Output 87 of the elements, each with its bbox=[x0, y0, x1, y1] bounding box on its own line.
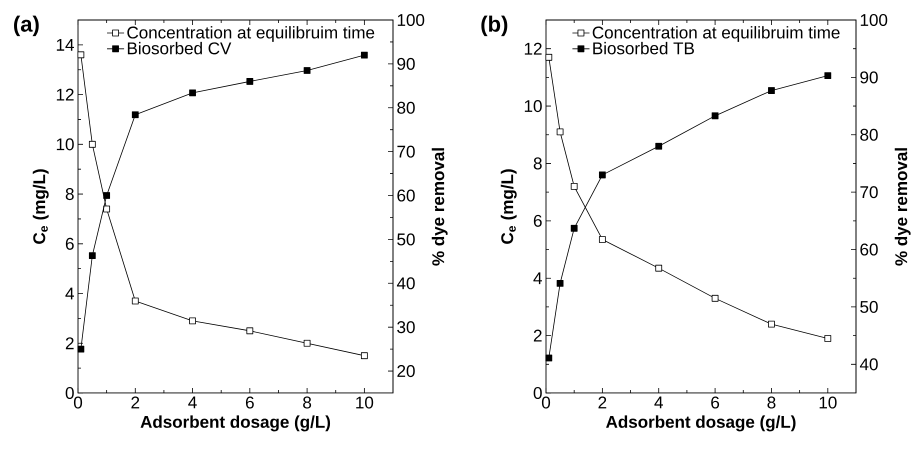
y-tick-label: 10 bbox=[524, 100, 542, 112]
point bbox=[189, 89, 196, 96]
point bbox=[360, 52, 368, 59]
point bbox=[304, 340, 310, 347]
point bbox=[360, 352, 368, 360]
legend-label: Concentration at equilibruim time bbox=[127, 26, 374, 42]
y2-tick-label: 20 bbox=[397, 365, 415, 378]
point bbox=[189, 317, 196, 324]
y2-tick-label: 100 bbox=[860, 14, 888, 26]
x-tick-label: 6 bbox=[711, 396, 720, 409]
point bbox=[77, 346, 84, 353]
y2-tick-label: 60 bbox=[397, 190, 415, 202]
x-tick-label: 8 bbox=[303, 396, 312, 409]
x-tick-label: 10 bbox=[820, 396, 837, 409]
x-tick-label: 2 bbox=[131, 396, 140, 408]
y-axis-title: C$_{e}$ (mg/L) bbox=[32, 169, 49, 244]
y-tick-label: 4 bbox=[65, 288, 74, 300]
point bbox=[655, 264, 662, 272]
y2-tick-label: 30 bbox=[397, 321, 415, 334]
point bbox=[556, 280, 564, 287]
x-tick-label: 2 bbox=[598, 396, 606, 408]
y2-tick-label: 80 bbox=[860, 128, 878, 141]
y-tick-label: 8 bbox=[66, 188, 74, 200]
point bbox=[824, 72, 832, 80]
legend-label: Biosorbed CV bbox=[128, 42, 232, 54]
y-tick-label: 6 bbox=[534, 214, 542, 227]
y2-tick-label: 90 bbox=[397, 58, 415, 70]
y-tick-label: 4 bbox=[533, 272, 542, 284]
x-axis-title: Adsorbent dosage (g/L) bbox=[606, 415, 796, 432]
point bbox=[712, 294, 718, 302]
point bbox=[570, 224, 578, 232]
point bbox=[88, 252, 96, 260]
point bbox=[545, 54, 552, 61]
y-tick-label: 2 bbox=[534, 330, 542, 342]
point bbox=[545, 354, 552, 362]
chart-title: (b) bbox=[481, 16, 508, 36]
y2-tick-label: 40 bbox=[396, 277, 415, 290]
point bbox=[304, 67, 310, 74]
point bbox=[655, 142, 662, 150]
y-tick-label: 14 bbox=[56, 39, 74, 51]
y2-tick-label: 70 bbox=[860, 186, 878, 198]
y2-tick-label: 50 bbox=[860, 300, 878, 313]
point bbox=[598, 236, 606, 243]
point bbox=[768, 87, 775, 94]
x-tick-label: 4 bbox=[654, 396, 663, 408]
legend-label: Biosorbed TB bbox=[593, 42, 694, 54]
point bbox=[246, 78, 254, 85]
point bbox=[598, 172, 606, 178]
y2-tick-label: 80 bbox=[397, 102, 415, 114]
point bbox=[88, 140, 96, 148]
chart-title: (a) bbox=[14, 16, 39, 36]
point bbox=[103, 206, 110, 212]
y-axis-title: C$_{e}$ (mg/L) bbox=[500, 169, 517, 244]
point bbox=[132, 111, 139, 118]
y2-tick-label: 90 bbox=[860, 71, 878, 84]
y2-axis-title: % dye removal bbox=[894, 148, 911, 266]
y-tick-label: 8 bbox=[534, 157, 542, 170]
y-tick-label: 12 bbox=[524, 42, 542, 55]
x-axis-title: Adsorbent dosage (g/L) bbox=[140, 415, 330, 432]
y2-tick-label: 70 bbox=[397, 146, 415, 158]
y-tick-label: 12 bbox=[56, 88, 74, 101]
point bbox=[132, 298, 139, 304]
point bbox=[570, 183, 578, 190]
point bbox=[556, 128, 564, 136]
point bbox=[824, 335, 832, 342]
point bbox=[768, 320, 775, 328]
y-tick-label: 0 bbox=[66, 386, 74, 400]
y2-tick-label: 60 bbox=[860, 244, 878, 256]
point bbox=[103, 192, 110, 199]
point bbox=[712, 112, 718, 120]
y2-tick-label: 50 bbox=[397, 233, 415, 246]
y2-axis-title: % dye removal bbox=[432, 148, 448, 266]
point bbox=[77, 51, 84, 58]
x-tick-label: 4 bbox=[188, 396, 197, 408]
x-tick-label: 8 bbox=[767, 396, 776, 409]
x-tick-label: 0 bbox=[74, 396, 82, 409]
y-tick-label: 0 bbox=[534, 386, 542, 400]
x-tick-label: 10 bbox=[356, 396, 374, 409]
y-tick-label: 6 bbox=[66, 238, 74, 250]
y2-tick-label: 100 bbox=[398, 14, 424, 26]
y-tick-label: 2 bbox=[66, 337, 74, 350]
x-tick-label: 0 bbox=[542, 396, 550, 409]
y2-tick-label: 40 bbox=[860, 358, 878, 370]
legend-label: Concentration at equilibruim time bbox=[592, 26, 840, 42]
y-tick-label: 10 bbox=[56, 138, 74, 150]
x-tick-label: 6 bbox=[246, 396, 254, 409]
point bbox=[246, 327, 254, 334]
